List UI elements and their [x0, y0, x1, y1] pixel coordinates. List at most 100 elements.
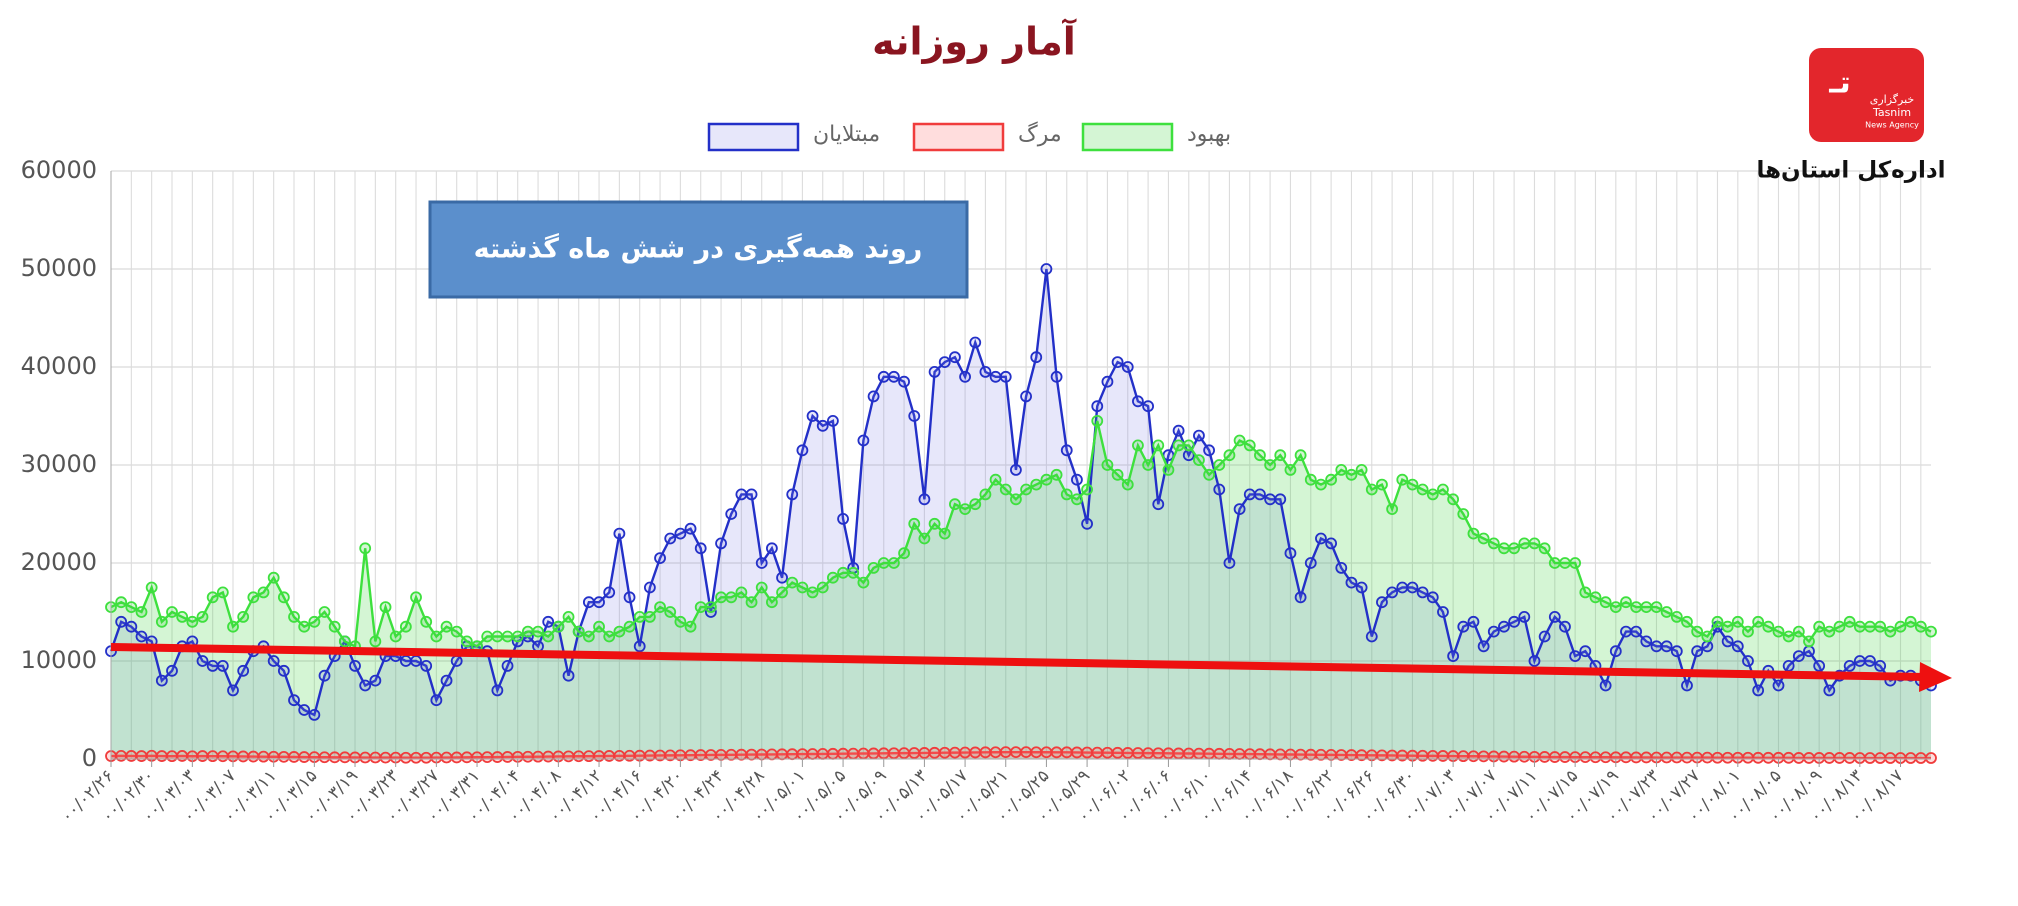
data-point [1874, 620, 1887, 633]
data-point [1670, 751, 1683, 764]
data-point [684, 620, 697, 633]
data-point [1670, 611, 1683, 623]
data-point [1579, 586, 1592, 599]
data-point [1233, 748, 1246, 760]
data-point [654, 552, 666, 564]
data-point [1121, 361, 1134, 373]
data-point [1609, 645, 1622, 658]
data-point [572, 625, 585, 638]
data-point [1813, 620, 1826, 633]
data-point [1650, 601, 1663, 613]
data-point [1132, 395, 1144, 408]
data-point [643, 611, 656, 623]
data-point [166, 750, 178, 763]
data-point [216, 586, 229, 599]
data-point [1386, 503, 1399, 516]
data-point [959, 746, 971, 759]
data-point [715, 748, 727, 761]
data-point [1376, 478, 1388, 491]
data-point [908, 747, 921, 759]
data-point [1060, 444, 1073, 457]
data-point [338, 635, 351, 648]
data-point [1538, 630, 1551, 643]
data-point [1264, 459, 1277, 471]
data-point [816, 581, 829, 594]
series-line [109, 268, 1932, 717]
data-point [1843, 660, 1856, 672]
data-point [288, 611, 300, 623]
data-point [816, 748, 829, 760]
data-point [1548, 751, 1561, 763]
data-point [1254, 488, 1266, 501]
data-point [399, 620, 412, 633]
data-point [857, 434, 870, 447]
data-point [1792, 625, 1805, 638]
data-point [1559, 751, 1571, 763]
data-point [1030, 746, 1043, 759]
data-point [359, 751, 372, 764]
data-point [938, 356, 951, 369]
data-point [755, 557, 768, 569]
data-point [1843, 615, 1856, 628]
data-point [1081, 517, 1093, 530]
data-point [196, 611, 209, 623]
data-point [1569, 650, 1582, 662]
data-point [1508, 542, 1521, 555]
data-point [725, 591, 738, 604]
data-point [440, 751, 453, 764]
annotation: روند همه‌گیری در شش ماه گذشته [428, 200, 969, 299]
data-point [1731, 615, 1744, 628]
data-point [1559, 557, 1571, 569]
data-point [1426, 488, 1439, 501]
data-point [552, 620, 565, 633]
data-point [1894, 620, 1907, 633]
office-name: اداره‌کل استان‌ها [1756, 158, 1945, 184]
data-point [1010, 463, 1022, 476]
data-point [1498, 750, 1510, 763]
data-point [582, 750, 595, 763]
data-point [1203, 468, 1216, 481]
data-point [420, 751, 433, 764]
data-point [1467, 527, 1480, 540]
chart-title: آمار روزانه [872, 18, 1077, 65]
legend-swatch [1081, 122, 1174, 152]
data-point [481, 751, 494, 764]
legend-label: مبتلایان [813, 122, 880, 147]
data-point [1589, 591, 1602, 604]
data-point [643, 581, 656, 594]
data-point [1742, 751, 1754, 764]
data-point [450, 751, 463, 764]
data-point [745, 596, 758, 609]
data-point [1803, 635, 1815, 648]
data-point [430, 630, 443, 643]
data-point [1477, 750, 1490, 763]
data-point [796, 748, 809, 760]
data-point [1498, 620, 1510, 633]
data-point [135, 630, 148, 643]
data-point [338, 751, 351, 764]
data-point [1599, 596, 1612, 609]
data-point [1071, 473, 1083, 486]
data-point [1569, 557, 1582, 569]
data-point [1457, 508, 1470, 520]
data-point [1315, 478, 1327, 491]
data-point [979, 746, 992, 759]
data-point [1152, 439, 1165, 452]
data-point [1447, 650, 1460, 662]
data-point [1111, 746, 1124, 759]
data-point [460, 751, 473, 764]
data-point [501, 660, 514, 672]
data-point [1640, 751, 1653, 764]
data-point [1457, 750, 1470, 763]
data-point [318, 669, 331, 682]
data-point [796, 444, 809, 457]
data-point [1467, 615, 1480, 628]
data-point [613, 527, 626, 540]
data-point [776, 571, 788, 584]
data-point [1426, 591, 1439, 604]
data-point [237, 664, 250, 677]
data-point [949, 498, 961, 511]
data-point [1264, 748, 1277, 761]
data-point [969, 336, 982, 349]
data-point [694, 601, 707, 613]
